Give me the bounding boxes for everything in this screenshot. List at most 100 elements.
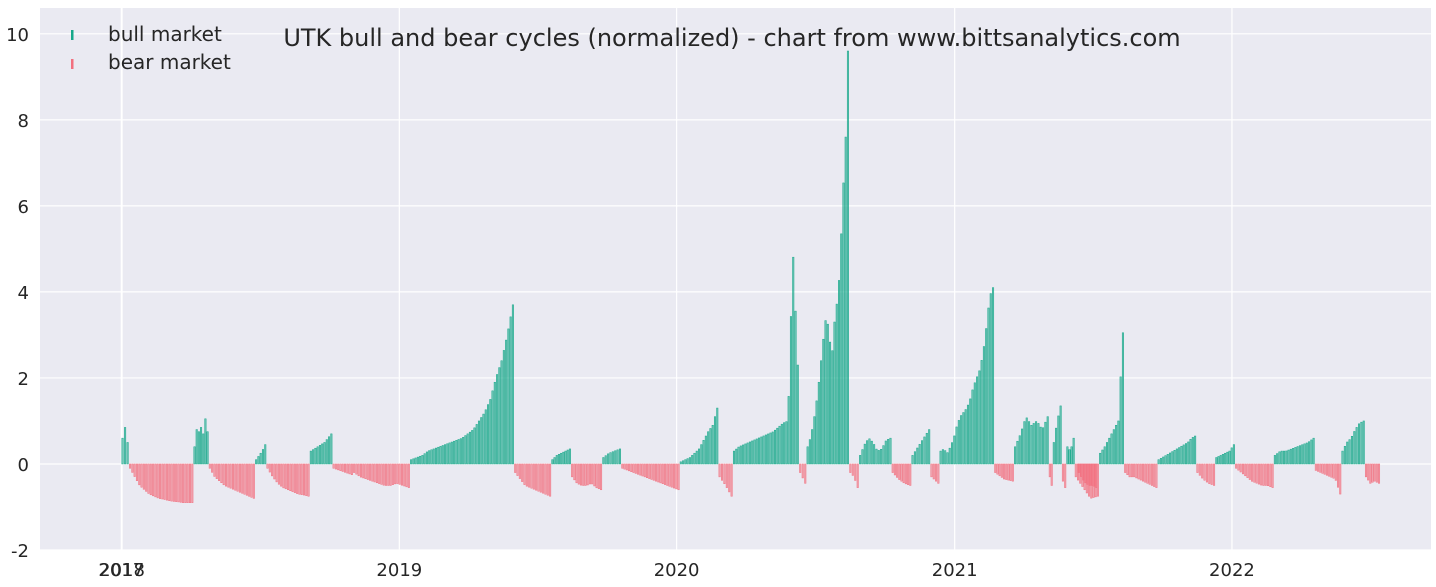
bull-bar — [1230, 447, 1233, 465]
bear-bar — [537, 463, 540, 492]
bull-bar — [842, 182, 845, 465]
bear-bar — [236, 463, 239, 492]
bull-bar — [555, 455, 558, 465]
bear-bar — [1237, 463, 1240, 471]
bull-bar — [939, 450, 942, 465]
y-tick-label: 8 — [18, 111, 29, 132]
bear-bar — [1088, 463, 1091, 486]
bear-bar — [728, 463, 731, 493]
bull-bar — [877, 450, 880, 465]
bull-bar — [960, 415, 963, 465]
bear-bar — [142, 463, 145, 490]
bull-bar — [257, 456, 260, 465]
bull-bar — [471, 430, 474, 465]
bull-bar — [255, 459, 258, 465]
bull-bar — [811, 429, 814, 465]
bull-bar — [911, 455, 914, 465]
bear-bar — [632, 463, 635, 473]
bull-bar — [739, 445, 742, 465]
bear-bar — [289, 463, 292, 491]
bear-bar — [184, 463, 187, 503]
bull-bar — [462, 437, 465, 465]
bull-bar — [713, 416, 716, 465]
bull-bar — [1112, 429, 1115, 465]
bull-bar — [1358, 423, 1361, 465]
bear-bar — [588, 463, 591, 485]
bull-bar — [973, 382, 976, 465]
bear-bar — [600, 463, 603, 491]
bear-bar — [378, 463, 381, 484]
bull-bar — [1228, 450, 1231, 465]
x-tick-label: 2021 — [932, 560, 978, 581]
bear-bar — [1255, 463, 1258, 484]
bear-bar — [657, 463, 660, 483]
bear-bar — [252, 463, 255, 499]
bull-bar — [964, 409, 967, 465]
bear-bar — [177, 463, 180, 503]
bear-bar — [211, 463, 214, 473]
bear-bar — [628, 463, 631, 472]
bear-bar — [544, 463, 547, 495]
bull-bar — [711, 425, 714, 465]
bull-bar — [464, 435, 467, 465]
bull-bar — [1057, 415, 1060, 465]
legend-label-bear: bear market — [108, 50, 231, 74]
bear-bar — [625, 463, 628, 471]
bull-bar — [764, 434, 767, 465]
bull-bar — [446, 443, 449, 465]
y-tick-label: 4 — [18, 283, 29, 304]
bear-bar — [373, 463, 376, 483]
bull-bar — [957, 420, 960, 465]
bear-bar — [1241, 463, 1244, 475]
bull-bar — [835, 303, 838, 465]
bull-bar — [1350, 435, 1353, 465]
bull-bar — [325, 439, 328, 465]
bear-bar — [271, 463, 274, 477]
bear-bar — [1082, 463, 1085, 481]
bull-bar — [425, 451, 428, 465]
bear-bar — [243, 463, 246, 495]
bull-bar — [487, 404, 490, 465]
bull-bar — [992, 287, 995, 465]
bull-bar — [602, 457, 605, 465]
bull-bar — [507, 328, 510, 465]
bull-bar — [484, 409, 487, 465]
bull-bar — [609, 452, 612, 465]
bear-bar — [215, 463, 218, 479]
bull-bar — [1353, 431, 1356, 465]
bull-bar — [776, 427, 779, 465]
bull-bar — [889, 437, 892, 465]
bear-bar — [1253, 463, 1256, 483]
chart-title: UTK bull and bear cycles (normalized) - … — [283, 24, 1180, 52]
bull-bar — [753, 439, 756, 465]
bear-bar — [284, 463, 287, 490]
bull-bar — [737, 446, 740, 465]
bear-bar — [597, 463, 600, 490]
bull-bar — [955, 426, 958, 465]
bear-bar — [1213, 463, 1216, 486]
bear-bar — [231, 463, 234, 490]
bear-bar — [375, 463, 378, 484]
bear-bar — [677, 463, 680, 491]
bear-bar — [532, 463, 535, 490]
bear-bar — [1367, 463, 1370, 481]
bear-bar — [546, 463, 549, 496]
bull-bar — [868, 438, 871, 465]
bull-bar — [1341, 450, 1344, 465]
bear-bar — [630, 463, 633, 472]
bear-bar — [893, 463, 896, 476]
bull-bar — [261, 449, 264, 465]
bull-bar — [437, 446, 440, 465]
bull-bar — [611, 451, 614, 465]
bull-bar — [511, 304, 514, 465]
bear-bar — [659, 463, 662, 484]
bull-bar — [206, 431, 209, 465]
bull-bar — [432, 448, 435, 465]
bear-bar — [1203, 463, 1206, 481]
bull-bar — [980, 360, 983, 465]
bull-bar — [944, 450, 947, 465]
bull-bar — [806, 446, 809, 465]
bull-bar — [560, 452, 563, 465]
legend: bull market bear market — [71, 22, 231, 74]
bear-bar — [229, 463, 232, 489]
